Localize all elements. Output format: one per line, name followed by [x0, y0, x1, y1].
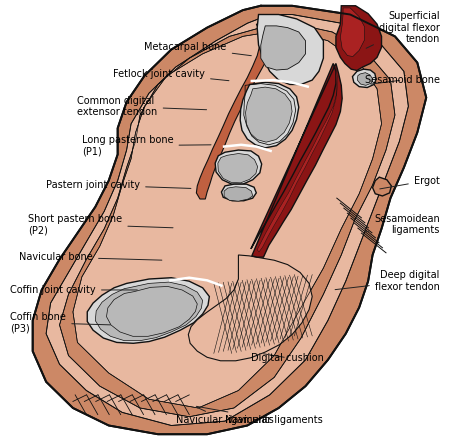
Polygon shape — [246, 87, 292, 142]
Polygon shape — [95, 282, 202, 341]
Polygon shape — [340, 8, 364, 56]
Text: Coffin joint cavity: Coffin joint cavity — [10, 285, 137, 295]
Text: Long pastern bone
(P1): Long pastern bone (P1) — [82, 135, 211, 157]
Polygon shape — [224, 187, 253, 201]
Text: Sesamoid bone: Sesamoid bone — [364, 75, 440, 85]
Polygon shape — [336, 6, 382, 70]
Polygon shape — [257, 67, 338, 252]
Polygon shape — [33, 6, 426, 434]
Text: Navicular ligaments: Navicular ligaments — [176, 407, 274, 425]
Text: Deep digital
flexor tendon: Deep digital flexor tendon — [335, 271, 440, 292]
Text: Common digital
extensor tendon: Common digital extensor tendon — [77, 95, 207, 117]
Polygon shape — [240, 82, 299, 148]
Polygon shape — [189, 255, 312, 361]
Polygon shape — [261, 26, 306, 70]
Text: Coffin bone
(P3): Coffin bone (P3) — [10, 312, 110, 334]
Text: Navicular bone: Navicular bone — [19, 252, 162, 262]
Text: Short pastern bone
(P2): Short pastern bone (P2) — [28, 213, 173, 235]
Text: Navicular ligaments: Navicular ligaments — [197, 406, 323, 425]
Polygon shape — [257, 15, 324, 84]
Polygon shape — [196, 24, 271, 199]
Polygon shape — [357, 73, 373, 85]
Polygon shape — [215, 150, 261, 184]
Text: Ergot: Ergot — [380, 176, 440, 189]
Polygon shape — [352, 69, 376, 88]
Polygon shape — [46, 15, 408, 425]
Text: Sesamoidean
ligaments: Sesamoidean ligaments — [366, 213, 440, 235]
Polygon shape — [73, 32, 382, 408]
Text: Digital cushion: Digital cushion — [251, 353, 324, 363]
Text: Fetlock joint cavity: Fetlock joint cavity — [113, 69, 229, 81]
Polygon shape — [59, 23, 395, 417]
Text: Pastern joint cavity: Pastern joint cavity — [46, 180, 191, 190]
Polygon shape — [221, 184, 256, 201]
Polygon shape — [218, 154, 258, 183]
Polygon shape — [373, 177, 392, 196]
Polygon shape — [87, 278, 209, 343]
Polygon shape — [251, 63, 342, 257]
Text: Superficial
digital flexor
tendon: Superficial digital flexor tendon — [366, 11, 440, 48]
Text: Metacarpal bone: Metacarpal bone — [144, 42, 251, 56]
